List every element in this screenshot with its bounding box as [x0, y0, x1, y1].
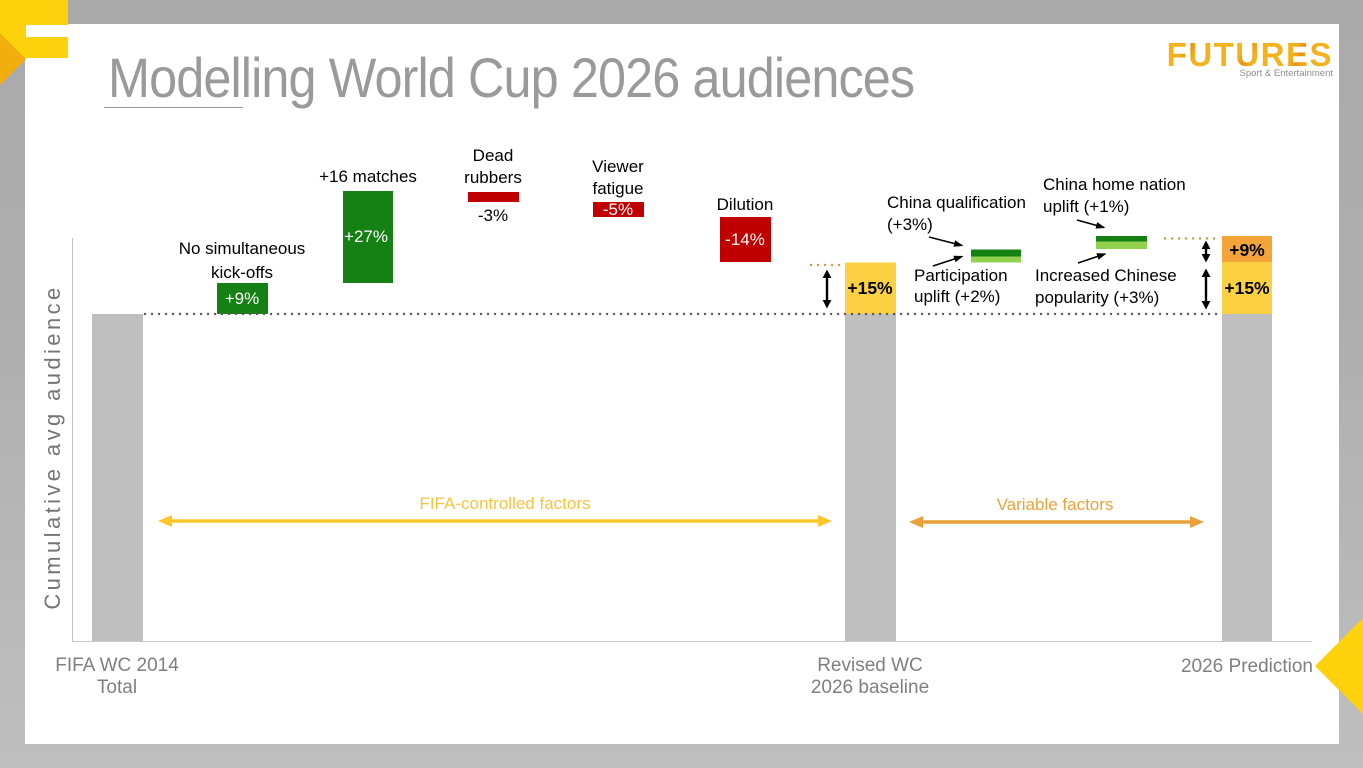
svg-text:+27%: +27% — [344, 227, 388, 246]
svg-text:FIFA WC 2014: FIFA WC 2014 — [55, 655, 179, 676]
svg-text:Participation: Participation — [914, 266, 1008, 285]
svg-text:kick-offs: kick-offs — [211, 263, 273, 282]
svg-text:+9%: +9% — [1229, 240, 1265, 260]
svg-text:Variable factors: Variable factors — [997, 495, 1114, 514]
svg-text:+16 matches: +16 matches — [319, 167, 417, 186]
svg-text:2026 baseline: 2026 baseline — [811, 677, 929, 698]
svg-text:-5%: -5% — [603, 200, 633, 219]
svg-text:FIFA-controlled factors: FIFA-controlled factors — [419, 494, 590, 513]
svg-text:Total: Total — [97, 677, 137, 698]
svg-text:+15%: +15% — [1224, 278, 1270, 298]
svg-text:(+3%): (+3%) — [887, 215, 933, 234]
svg-text:uplift (+1%): uplift (+1%) — [1043, 197, 1129, 216]
svg-text:uplift (+2%): uplift (+2%) — [914, 287, 1000, 306]
svg-text:-14%: -14% — [725, 230, 765, 249]
svg-text:China home nation: China home nation — [1043, 175, 1186, 194]
svg-text:No simultaneous: No simultaneous — [179, 239, 306, 258]
svg-text:2026 Prediction: 2026 Prediction — [1181, 656, 1313, 677]
svg-text:+9%: +9% — [225, 289, 260, 308]
svg-text:Revised WC: Revised WC — [817, 655, 923, 676]
svg-text:popularity (+3%): popularity (+3%) — [1035, 288, 1159, 307]
svg-text:China qualification: China qualification — [887, 193, 1026, 212]
svg-text:Dead: Dead — [473, 146, 514, 165]
svg-text:Dilution: Dilution — [717, 195, 774, 214]
svg-text:Cumulative avg audience: Cumulative avg audience — [40, 284, 65, 609]
svg-text:-3%: -3% — [478, 206, 508, 225]
svg-text:fatigue: fatigue — [592, 179, 643, 198]
svg-text:Increased Chinese: Increased Chinese — [1035, 266, 1177, 285]
svg-text:rubbers: rubbers — [464, 168, 522, 187]
svg-text:+15%: +15% — [847, 278, 893, 298]
svg-text:Viewer: Viewer — [592, 157, 644, 176]
